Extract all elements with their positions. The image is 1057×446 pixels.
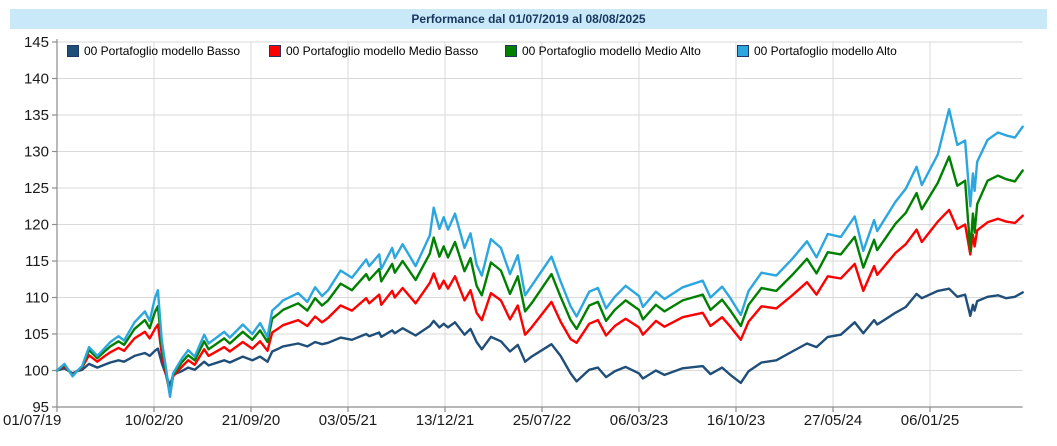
- x-tick-label: 21/09/20: [222, 412, 280, 429]
- x-tick-label: 25/07/22: [513, 412, 571, 429]
- y-tick-label: 115: [25, 253, 49, 270]
- x-tick-label: 27/05/24: [804, 412, 862, 429]
- y-tick-label: 95: [32, 399, 49, 416]
- y-tick-label: 110: [25, 290, 49, 307]
- x-tick-label: 13/12/21: [416, 412, 474, 429]
- y-tick-label: 105: [24, 326, 49, 343]
- chart-title-bar: Performance dal 01/07/2019 al 08/08/2025: [10, 9, 1047, 29]
- series-line-00-portafoglio-modello-medio-basso: [55, 208, 1024, 396]
- chart-title: Performance dal 01/07/2019 al 08/08/2025: [411, 12, 646, 26]
- y-tick-label: 120: [24, 217, 49, 234]
- y-tick-label: 130: [24, 144, 49, 161]
- x-tick-label: 06/03/23: [610, 412, 668, 429]
- series-line-00-portafoglio-modello-alto: [55, 107, 1024, 398]
- x-tick-label: 10/02/20: [125, 412, 183, 429]
- x-tick-label: 06/01/25: [901, 412, 959, 429]
- x-tick-label: 01/07/19: [3, 412, 61, 429]
- y-tick-label: 135: [24, 107, 49, 124]
- series-line-00-portafoglio-modello-medio-alto: [55, 155, 1024, 397]
- y-tick-label: 125: [24, 180, 49, 197]
- y-tick-label: 100: [24, 363, 49, 380]
- x-tick-label: 03/05/21: [319, 412, 377, 429]
- y-tick-label: 140: [24, 71, 49, 88]
- x-tick-label: 16/10/23: [707, 412, 765, 429]
- y-tick-label: 145: [24, 34, 49, 51]
